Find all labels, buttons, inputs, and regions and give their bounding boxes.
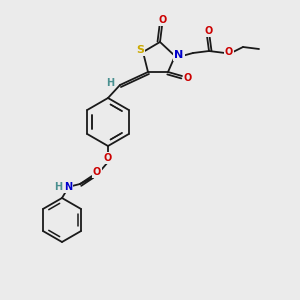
Text: O: O (93, 167, 101, 177)
Text: S: S (136, 45, 144, 55)
Text: H: H (54, 182, 62, 192)
Text: N: N (64, 182, 72, 192)
Text: N: N (174, 50, 184, 60)
Text: O: O (205, 26, 213, 36)
Text: O: O (159, 15, 167, 25)
Text: H: H (106, 78, 114, 88)
Text: O: O (104, 153, 112, 163)
Text: O: O (225, 47, 233, 57)
Text: O: O (184, 73, 192, 83)
